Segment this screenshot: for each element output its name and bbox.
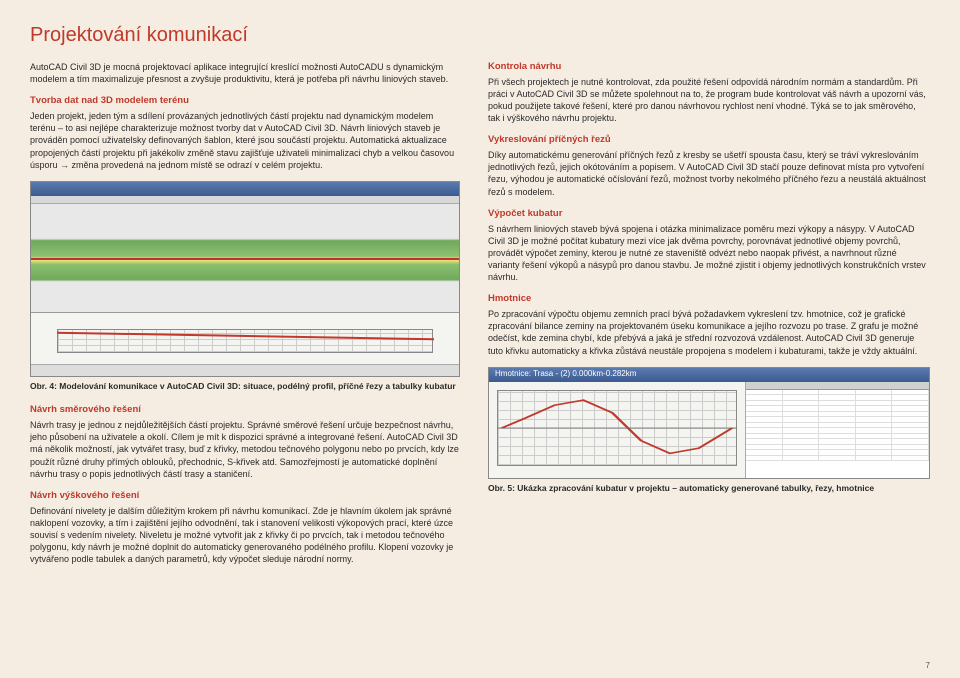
section-body-smer: Návrh trasy je jednou z nejdůležitějších… (30, 420, 459, 479)
figure-4-titlebar (31, 182, 459, 196)
two-column-layout: AutoCAD Civil 3D je mocná projektovací a… (30, 61, 930, 575)
figure-4-caption: Obr. 4: Modelování komunikace v AutoCAD … (30, 381, 460, 392)
right-column: Kontrola návrhu Při všech projektech je … (488, 61, 930, 575)
section-body-tvorba: Jeden projekt, jeden tým a sdílení prová… (30, 111, 454, 170)
section-body-kubatur: S návrhem liniových staveb bývá spojena … (488, 224, 926, 283)
intro-paragraph: AutoCAD Civil 3D je mocná projektovací a… (30, 61, 460, 85)
figure-5-titlebar: Hmotnice: Trasa - (2) 0.000km-0.282km (489, 368, 929, 382)
section-head-vyska: Návrh výškového řešení (30, 490, 460, 503)
figure-4-toolbar (31, 196, 459, 204)
section-vyska: Návrh výškového řešení Definování nivele… (30, 490, 460, 566)
figure-4-profile-view (31, 312, 459, 364)
figure-5-caption: Obr. 5: Ukázka zpracování kubatur v proj… (488, 483, 930, 494)
section-hmotnice: Hmotnice Po zpracování výpočtu objemu ze… (488, 293, 930, 356)
section-head-tvorba: Tvorba dat nad 3D modelem terénu (30, 95, 460, 108)
figure-5-screenshot: Hmotnice: Trasa - (2) 0.000km-0.282km (488, 367, 930, 479)
section-rezy: Vykreslování příčných řezů Díky automati… (488, 134, 930, 197)
figure-4-plan-view (31, 204, 459, 312)
figure-5-table (746, 382, 929, 478)
section-head-rezy: Vykreslování příčných řezů (488, 134, 930, 147)
section-head-hmotnice: Hmotnice (488, 293, 930, 306)
section-head-kontrola: Kontrola návrhu (488, 61, 930, 74)
figure-4-screenshot (30, 181, 460, 377)
section-body-rezy: Díky automatickému generování příčných ř… (488, 150, 926, 196)
section-smer: Návrh směrového řešení Návrh trasy je je… (30, 404, 460, 480)
section-head-kubatur: Výpočet kubatur (488, 208, 930, 221)
left-column: AutoCAD Civil 3D je mocná projektovací a… (30, 61, 460, 575)
section-kontrola: Kontrola návrhu Při všech projektech je … (488, 61, 930, 124)
section-kubatur: Výpočet kubatur S návrhem liniových stav… (488, 208, 930, 284)
section-tvorba: Tvorba dat nad 3D modelem terénu Jeden p… (30, 95, 460, 171)
page-number: 7 (926, 661, 930, 672)
figure-5-mass-haul-chart (489, 382, 746, 478)
section-body-hmotnice: Po zpracování výpočtu objemu zemních pra… (488, 309, 918, 355)
section-head-smer: Návrh směrového řešení (30, 404, 460, 417)
figure-4-statusbar (31, 364, 459, 376)
page-title: Projektování komunikací (30, 22, 930, 49)
section-body-kontrola: Při všech projektech je nutné kontrolova… (488, 77, 926, 123)
section-body-vyska: Definování nivelety je dalším důležitým … (30, 506, 453, 565)
